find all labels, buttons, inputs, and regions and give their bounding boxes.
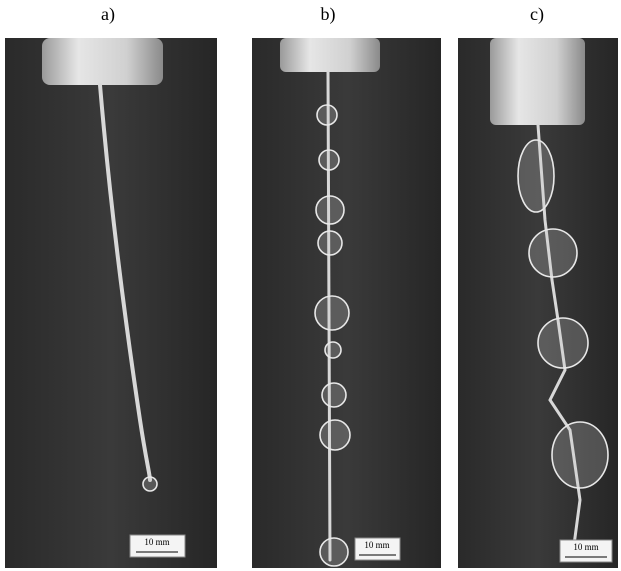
panel-label: a) xyxy=(101,4,115,25)
scale-bar: 10 mm xyxy=(355,538,400,560)
droplet xyxy=(518,140,554,212)
droplet xyxy=(320,420,350,450)
figure: a) 10 mm b) 10 mm c) 10 mm xyxy=(0,0,621,571)
droplet xyxy=(143,477,157,491)
droplet xyxy=(325,342,341,358)
droplet xyxy=(319,150,339,170)
scale-label: 10 mm xyxy=(144,537,169,547)
scale-bar: 10 mm xyxy=(560,540,612,562)
scale-label: 10 mm xyxy=(573,542,598,552)
droplet xyxy=(316,196,344,224)
droplet xyxy=(552,422,608,488)
panel-label: c) xyxy=(530,4,544,25)
nozzle xyxy=(490,38,585,125)
scale-label: 10 mm xyxy=(364,540,389,550)
droplet xyxy=(315,296,349,330)
panel-label: b) xyxy=(321,4,336,25)
scale-bar: 10 mm xyxy=(130,535,185,557)
droplet xyxy=(538,318,588,368)
droplet xyxy=(318,231,342,255)
nozzle xyxy=(280,38,380,72)
nozzle xyxy=(42,38,163,85)
photo-panel xyxy=(5,38,217,568)
droplet xyxy=(322,383,346,407)
droplet xyxy=(320,538,348,566)
droplet xyxy=(317,105,337,125)
droplet xyxy=(529,229,577,277)
